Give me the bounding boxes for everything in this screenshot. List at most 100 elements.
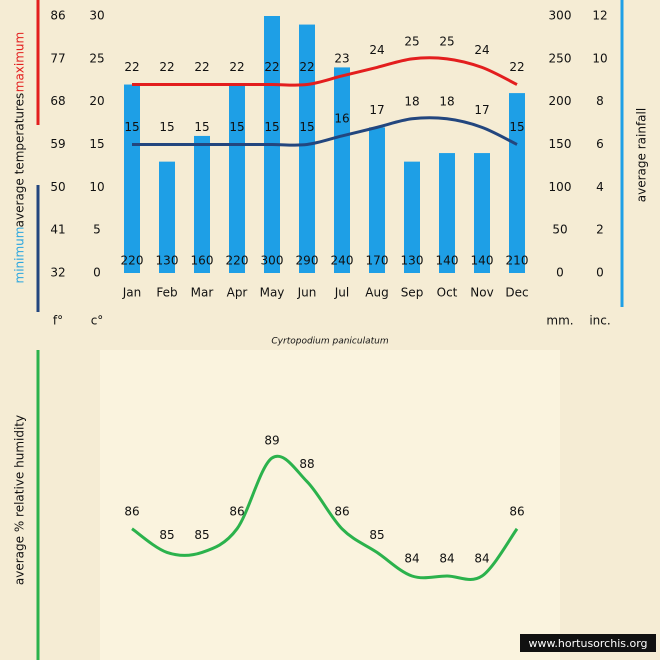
plot-background [100,350,560,660]
data-label: 16 [334,111,349,125]
tick-label: 15 [89,137,104,151]
data-label: 18 [439,94,454,108]
tick-label: 12 [592,9,607,23]
tick-label: 41 [50,223,65,237]
line [131,454,519,581]
x-tick-label: Mar [191,286,214,300]
tick-label: 250 [549,51,572,65]
data-label: 84 [404,552,419,566]
data-label: 22 [194,60,209,74]
data-label: 15 [124,120,139,134]
bar-value-label: 240 [331,254,354,268]
data-label: 22 [159,60,174,74]
x-tick-label: Jan [122,286,142,300]
data-label: 17 [474,103,489,117]
tick-label: 10 [89,180,104,194]
data-label: 15 [264,120,279,134]
footer: www.hortusorchis.org [528,637,647,650]
tick-label: 10 [592,51,607,65]
bar [299,24,315,273]
data-label: 25 [404,34,419,48]
tick-label: 0 [93,266,101,280]
tick-label: 86 [50,9,65,23]
tick-label: 0 [596,266,604,280]
data-label: 22 [299,60,314,74]
tick-label: 0 [556,266,564,280]
bar [159,161,175,273]
bar-value-label: 140 [471,254,494,268]
tick-label: 59 [50,137,65,151]
bar-value-label: 140 [436,254,459,268]
bar [509,93,525,273]
tick-label: 68 [50,94,65,108]
data-label: 22 [229,60,244,74]
bar-value-label: 160 [191,254,214,268]
data-label: 84 [474,552,489,566]
x-tick-label: Nov [470,286,493,300]
data-label: 15 [159,120,174,134]
data-label: 85 [369,528,384,542]
tick-label: 32 [50,266,65,280]
data-label: 25 [439,34,454,48]
data-label: 86 [334,504,349,518]
x-tick-label: Apr [227,286,248,300]
data-label: 24 [369,43,384,57]
data-label: 86 [229,504,244,518]
data-label: 84 [439,552,454,566]
tick-label: 25 [89,51,104,65]
min-label: minimum [13,227,27,284]
bar-value-label: 290 [296,254,319,268]
x-tick-label: Jun [297,286,317,300]
data-label: 86 [509,504,524,518]
tick-label: 50 [552,223,567,237]
bar-value-label: 220 [226,254,249,268]
max-label: maximum [13,32,27,92]
bar-value-label: 300 [261,254,284,268]
x-tick-label: Sep [401,286,424,300]
bar [229,84,245,274]
bar-value-label: 130 [156,254,179,268]
bar-value-label: 210 [506,254,529,268]
tick-label: 50 [50,180,65,194]
bar [439,153,455,273]
x-tick-label: Jul [334,286,349,300]
tick-label: 150 [549,137,572,151]
line [132,116,518,147]
tick-label: 30 [89,9,104,23]
data-label: 22 [509,60,524,74]
x-tick-label: Dec [505,286,528,300]
data-label: 86 [124,504,139,518]
y-axis-label: average temperatures [13,93,27,228]
data-label: 22 [124,60,139,74]
x-tick-label: Oct [437,286,458,300]
data-label: 89 [264,434,279,448]
data-label: 15 [299,120,314,134]
data-label: 18 [404,94,419,108]
bar [124,84,140,274]
y-axis-label: average % relative humidity [13,415,27,585]
bar [194,135,210,273]
bar [404,161,420,273]
data-label: 88 [299,457,314,471]
tick-label: 77 [50,51,65,65]
bar [369,127,385,273]
tick-label: 5 [93,223,101,237]
tick-label: 6 [596,137,604,151]
data-label: 17 [369,103,384,117]
bar-value-label: 220 [121,254,144,268]
tick-label: 300 [549,9,572,23]
subtitle: Cyrtopodium paniculatum [271,337,388,347]
x-tick-label: May [260,286,285,300]
tick-label: 8 [596,94,604,108]
data-label: 24 [474,43,489,57]
tick-label: 2 [596,223,604,237]
data-label: 85 [194,528,209,542]
footer-box [520,634,656,652]
tick-label: 100 [549,180,572,194]
unit-label: inc. [589,314,610,328]
unit-label: c° [91,314,104,328]
x-tick-label: Feb [156,286,177,300]
bar [474,153,490,273]
